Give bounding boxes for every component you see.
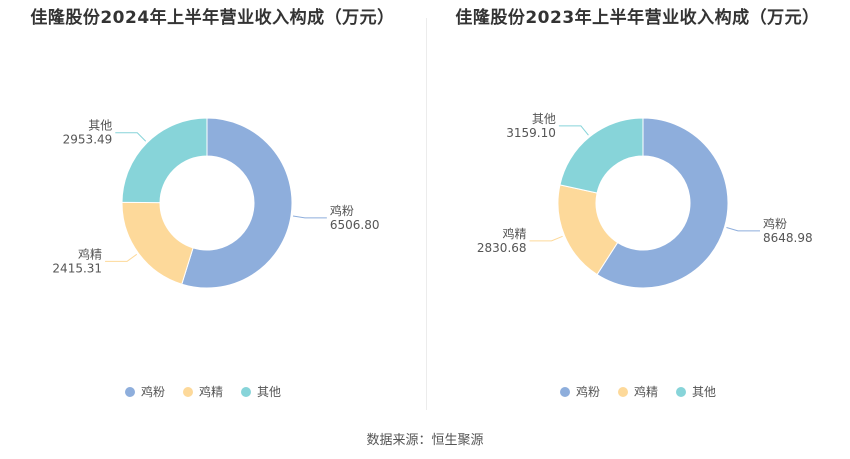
slice-category-label: 鸡粉 bbox=[763, 216, 787, 231]
slice-value-label: 2953.49 bbox=[63, 133, 113, 147]
chart-panel-2023: 佳隆股份2023年上半年营业收入构成（万元） 鸡粉 8648.98 鸡精 2830.6… bbox=[425, 0, 850, 420]
legend-label[interactable]: 其他 bbox=[692, 385, 716, 399]
legend-marker[interactable] bbox=[676, 387, 686, 397]
slice-value-label: 3159.10 bbox=[506, 126, 556, 140]
chart-title-2024: 佳隆股份2024年上半年营业收入构成（万元） bbox=[30, 8, 395, 28]
leader-line bbox=[529, 235, 563, 242]
slice-其他 bbox=[121, 117, 208, 204]
slice-鸡精 bbox=[121, 201, 194, 285]
slice-category-label: 鸡精 bbox=[503, 226, 527, 241]
legend-label[interactable]: 鸡粉 bbox=[576, 384, 600, 399]
slice-category-label: 鸡粉 bbox=[330, 203, 354, 218]
leader-line bbox=[726, 227, 760, 232]
legend-label[interactable]: 鸡粉 bbox=[141, 384, 165, 399]
legend-label[interactable]: 其他 bbox=[257, 385, 281, 399]
panel-divider bbox=[426, 18, 427, 410]
slice-value-label: 6506.80 bbox=[330, 218, 380, 232]
slice-category-label: 鸡精 bbox=[78, 246, 102, 261]
leader-line bbox=[115, 132, 147, 142]
slice-value-label: 8648.98 bbox=[763, 231, 813, 245]
legend-marker[interactable] bbox=[241, 387, 251, 397]
slice-鸡粉 bbox=[181, 117, 293, 289]
legend-marker[interactable] bbox=[183, 387, 193, 397]
leader-line bbox=[292, 215, 327, 219]
legend-marker[interactable] bbox=[560, 387, 570, 397]
slice-value-label: 2830.68 bbox=[477, 241, 527, 255]
legend-label[interactable]: 鸡精 bbox=[634, 384, 658, 399]
slice-value-label: 2415.31 bbox=[52, 261, 102, 275]
chart-title-2023: 佳隆股份2023年上半年营业收入构成（万元） bbox=[455, 8, 820, 28]
leader-line bbox=[105, 253, 138, 262]
slice-鸡粉 bbox=[596, 117, 729, 289]
legend-label[interactable]: 鸡精 bbox=[199, 384, 223, 399]
legend-marker[interactable] bbox=[618, 387, 628, 397]
slice-category-label: 其他 bbox=[88, 119, 112, 133]
slice-category-label: 其他 bbox=[532, 112, 556, 126]
legend-marker[interactable] bbox=[125, 387, 135, 397]
data-source-note: 数据来源：恒生聚源 bbox=[366, 433, 484, 448]
chart-panel-2024: 佳隆股份2024年上半年营业收入构成（万元） 鸡粉 6506.80 鸡精 2415.3… bbox=[0, 0, 425, 420]
slice-其他 bbox=[559, 117, 644, 194]
leader-line bbox=[558, 125, 589, 136]
